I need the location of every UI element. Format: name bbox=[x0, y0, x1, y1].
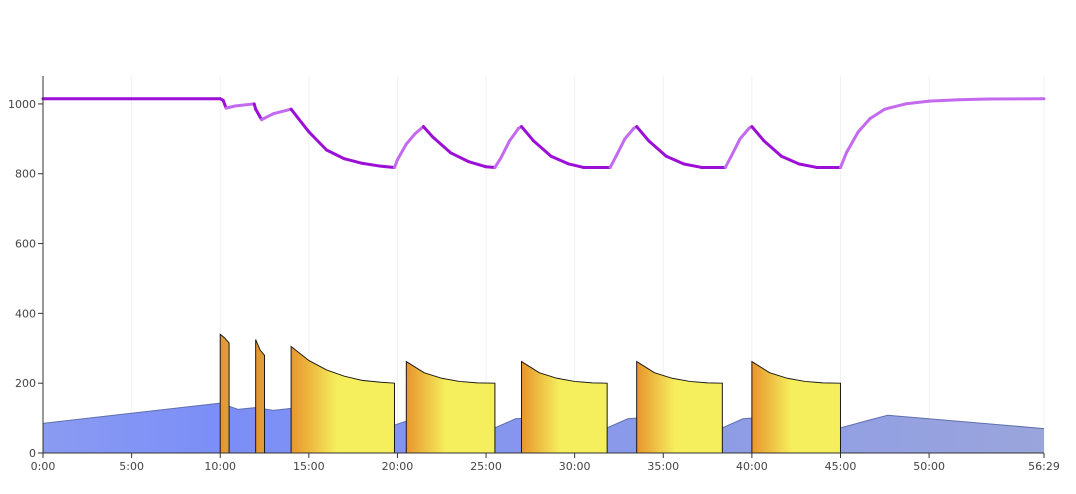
line-segment bbox=[362, 163, 380, 166]
line-segment bbox=[625, 128, 634, 138]
line-segment bbox=[521, 127, 533, 141]
line-segment bbox=[637, 127, 649, 141]
line-segment bbox=[905, 101, 929, 104]
line-segment bbox=[451, 153, 469, 162]
line-segment bbox=[764, 141, 782, 157]
line-segment bbox=[273, 109, 291, 114]
interval-block bbox=[291, 347, 394, 453]
line-segment bbox=[569, 164, 584, 167]
line-segment bbox=[262, 114, 274, 120]
line-segment bbox=[495, 158, 501, 167]
x-tick-label: 0:00 bbox=[31, 460, 56, 473]
line-segment bbox=[327, 150, 345, 159]
y-tick-label: 800 bbox=[15, 168, 36, 181]
line-segment bbox=[406, 134, 415, 144]
line-segment bbox=[533, 141, 551, 157]
line-segment bbox=[256, 109, 262, 119]
line-segment bbox=[781, 156, 799, 164]
line-segment bbox=[433, 137, 451, 153]
line-segment bbox=[959, 99, 989, 100]
line-segment bbox=[740, 128, 749, 138]
line-segment bbox=[397, 144, 406, 160]
interval-block bbox=[406, 362, 495, 453]
line-segment bbox=[858, 119, 870, 132]
line-segment bbox=[468, 162, 486, 167]
line-segment bbox=[380, 166, 395, 167]
line-segment bbox=[666, 156, 684, 164]
line-segment bbox=[423, 127, 432, 137]
interval-block bbox=[637, 362, 723, 453]
line-segment bbox=[929, 100, 959, 101]
line-segment bbox=[725, 156, 731, 167]
x-tick-label: 35:00 bbox=[647, 460, 679, 473]
x-tick-label: 30:00 bbox=[559, 460, 591, 473]
interval-block bbox=[256, 340, 265, 453]
line-segment bbox=[344, 159, 362, 164]
line-segment bbox=[235, 104, 254, 106]
line-segment bbox=[309, 132, 327, 150]
y-tick-label: 200 bbox=[15, 377, 36, 390]
interval-block bbox=[220, 334, 229, 453]
line-segment bbox=[415, 127, 423, 134]
line-segment bbox=[291, 109, 309, 132]
y-tick-label: 600 bbox=[15, 238, 36, 251]
line-segment bbox=[616, 139, 625, 156]
line-segment bbox=[684, 164, 702, 167]
x-tick-label: 20:00 bbox=[382, 460, 414, 473]
line-segment bbox=[731, 139, 740, 156]
y-tick-label: 400 bbox=[15, 307, 36, 320]
x-tick-label: 10:00 bbox=[204, 460, 236, 473]
x-tick-label: 56:29 bbox=[1028, 460, 1060, 473]
line-segment bbox=[885, 104, 906, 109]
line-segment bbox=[610, 156, 616, 167]
x-tick-label: 45:00 bbox=[825, 460, 857, 473]
y-tick-label: 0 bbox=[29, 447, 36, 460]
x-tick-label: 40:00 bbox=[736, 460, 768, 473]
interval-block bbox=[752, 362, 841, 453]
line-series bbox=[43, 99, 1044, 168]
line-segment bbox=[752, 127, 764, 141]
x-tick-label: 25:00 bbox=[470, 460, 502, 473]
line-segment bbox=[510, 128, 519, 140]
x-tick-label: 5:00 bbox=[119, 460, 144, 473]
x-tick-label: 15:00 bbox=[293, 460, 325, 473]
line-segment bbox=[799, 164, 817, 167]
line-segment bbox=[551, 156, 569, 164]
line-segment bbox=[501, 141, 510, 158]
interval-block bbox=[521, 362, 607, 453]
line-segment bbox=[840, 153, 846, 168]
y-tick-label: 1000 bbox=[8, 98, 36, 111]
line-segment bbox=[846, 132, 858, 153]
line-segment bbox=[870, 109, 885, 118]
x-tick-label: 50:00 bbox=[913, 460, 945, 473]
